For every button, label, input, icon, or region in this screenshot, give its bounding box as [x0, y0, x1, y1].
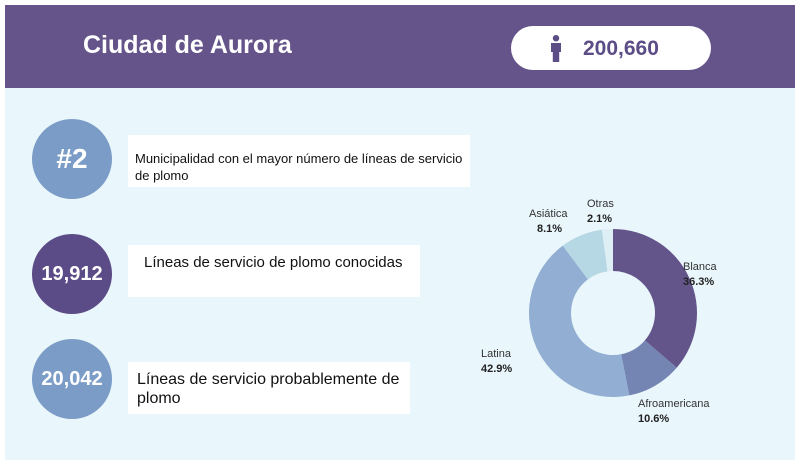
rank-circle: #2	[32, 119, 112, 199]
slice-label: Latina	[481, 348, 512, 360]
pie-slice-asiática	[562, 229, 608, 280]
ethnicity-donut-chart: Blanca 36.3% Afroamericana 10.6% Latina 42.9%…	[481, 198, 718, 425]
slice-value-label: 10.6%	[638, 413, 669, 425]
slice-value-label: 42.9%	[481, 363, 512, 375]
header-bar: Ciudad de Aurora 200,660	[5, 5, 795, 88]
slice-value-label: 2.1%	[587, 213, 612, 225]
page-title: Ciudad de Aurora	[83, 31, 292, 59]
slice-value-label: 8.1%	[537, 223, 562, 235]
rank-description: Municipalidad con el mayor número de lín…	[128, 135, 470, 187]
slice-label: Afroamericana	[638, 398, 710, 410]
known-lines-description: Líneas de servicio de plomo conocidas	[128, 245, 420, 297]
person-icon	[551, 35, 561, 62]
population-badge: 200,660	[511, 26, 711, 70]
pie-slice-blanca	[613, 229, 697, 368]
infographic-panel: Ciudad de Aurora 200,660 #2 Municipalida…	[5, 5, 795, 460]
slice-label: Asiática	[529, 208, 568, 220]
slice-label: Otras	[587, 198, 614, 210]
slice-label: Blanca	[683, 261, 718, 273]
known-lines-circle: 19,912	[32, 234, 112, 314]
probable-lines-description: Líneas de servicio probablemente de plom…	[128, 362, 410, 414]
probable-lines-circle: 20,042	[32, 339, 112, 419]
pie-slice-otras	[601, 229, 613, 272]
slice-value-label: 36.3%	[683, 276, 714, 288]
pie-slice-latina	[528, 245, 630, 398]
pie-slice-afroamericana	[621, 340, 677, 396]
population-value: 200,660	[583, 37, 659, 60]
